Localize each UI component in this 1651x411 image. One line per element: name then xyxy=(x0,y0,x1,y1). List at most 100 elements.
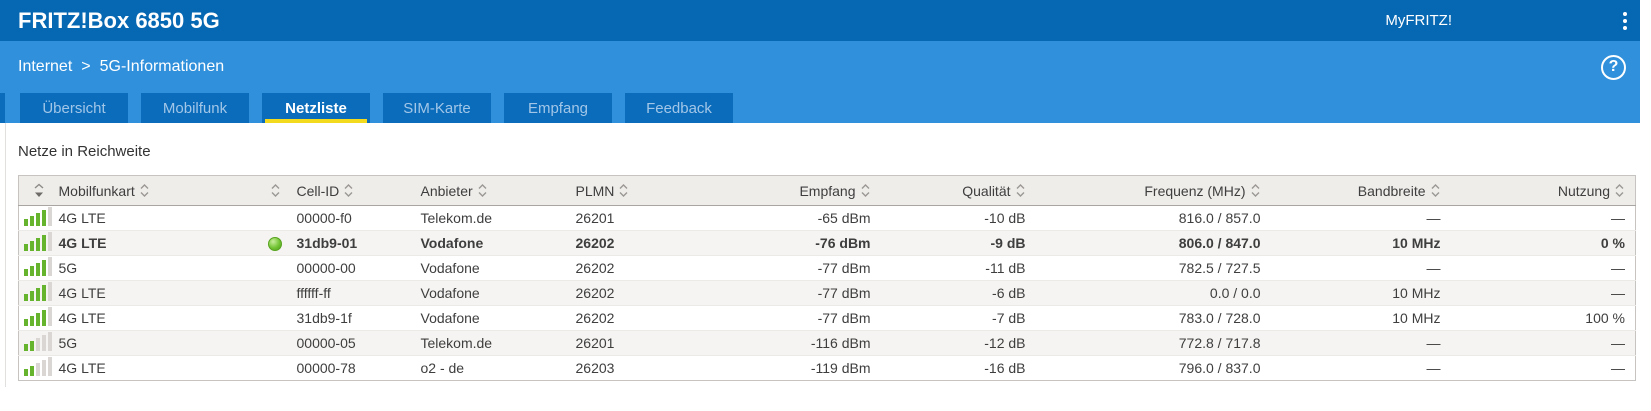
mobilfunkart-cell: 4G LTE xyxy=(58,230,259,256)
signal-cell xyxy=(18,255,59,281)
help-icon[interactable]: ? xyxy=(1601,54,1626,80)
fritzbox-page: FRITZ!Box 6850 5G MyFRITZ! Internet > 5G… xyxy=(0,0,1640,387)
bandbreite-cell: — xyxy=(1270,330,1451,356)
empfang-cell: -77 dBm xyxy=(730,280,881,306)
tab-feedback[interactable]: Feedback xyxy=(625,93,733,123)
signal-cell xyxy=(18,355,59,381)
empfang-cell: -76 dBm xyxy=(730,230,881,256)
tab-netzliste[interactable]: Netzliste xyxy=(262,93,370,123)
column-header-anbieter[interactable]: Anbieter xyxy=(420,175,576,206)
table-row: 4G LTE 00000-78 o2 - de 26203 -119 dBm -16 dB… xyxy=(18,355,1636,381)
connected-cell xyxy=(258,280,291,306)
column-header-cell-id[interactable]: Cell-ID xyxy=(290,175,421,206)
column-header-frequenz[interactable]: Frequenz (MHz) xyxy=(1035,175,1271,206)
sort-icon xyxy=(140,184,149,198)
anbieter-cell: Vodafone xyxy=(420,305,576,331)
column-header-mobilfunkart[interactable]: Mobilfunkart xyxy=(58,175,259,206)
anbieter-cell: Vodafone xyxy=(420,280,576,306)
plmn-cell: 26202 xyxy=(575,280,731,306)
table-row: 4G LTE 31db9-1f Vodafone 26202 -77 dBm -7 dB 7… xyxy=(18,305,1636,331)
signal-cell xyxy=(18,205,59,231)
sort-icon xyxy=(1016,184,1024,198)
sort-icon xyxy=(344,184,353,198)
empfang-cell: -116 dBm xyxy=(730,330,881,356)
signal-cell xyxy=(18,280,59,306)
connected-cell xyxy=(258,305,291,331)
mobilfunkart-cell: 4G LTE xyxy=(58,355,259,381)
kebab-menu-icon[interactable] xyxy=(1619,8,1631,34)
nutzung-cell: — xyxy=(1450,280,1636,306)
connected-cell xyxy=(258,205,291,231)
sort-icon xyxy=(478,184,487,198)
plmn-cell: 26201 xyxy=(575,205,731,231)
frequenz-cell: 806.0 / 847.0 xyxy=(1035,230,1271,256)
breadcrumb-5g-informationen: 5G-Informationen xyxy=(99,58,225,75)
signal-strength-icon xyxy=(24,282,52,301)
bandbreite-cell: 10 MHz xyxy=(1270,280,1451,306)
column-header-connected[interactable] xyxy=(258,175,291,206)
nutzung-cell: — xyxy=(1450,355,1636,381)
nutzung-cell: 0 % xyxy=(1450,230,1636,256)
cell-id-cell: ffffff-ff xyxy=(290,280,421,306)
cell-id-cell: 00000-f0 xyxy=(290,205,421,231)
nutzung-cell: — xyxy=(1450,205,1636,231)
signal-strength-icon xyxy=(24,232,52,251)
sort-icon xyxy=(271,184,279,198)
anbieter-cell: Vodafone xyxy=(420,230,576,256)
plmn-cell: 26202 xyxy=(575,255,731,281)
plmn-cell: 26201 xyxy=(575,330,731,356)
plmn-cell: 26203 xyxy=(575,355,731,381)
qualitaet-cell: -6 dB xyxy=(880,280,1036,306)
connected-cell xyxy=(258,355,291,381)
column-header-empfang[interactable]: Empfang xyxy=(730,175,881,206)
content-area: Netze in Reichweite Mobilfu xyxy=(0,123,1640,387)
signal-cell xyxy=(18,305,59,331)
nutzung-cell: — xyxy=(1450,330,1636,356)
qualitaet-cell: -10 dB xyxy=(880,205,1036,231)
bandbreite-cell: 10 MHz xyxy=(1270,305,1451,331)
plmn-cell: 26202 xyxy=(575,230,731,256)
signal-strength-icon xyxy=(24,307,52,326)
table-row: 4G LTE ffffff-ff Vodafone 26202 -77 dBm -6 dB… xyxy=(18,280,1636,306)
myfritz-link[interactable]: MyFRITZ! xyxy=(1385,12,1452,29)
signal-strength-icon xyxy=(24,207,52,226)
empfang-cell: -119 dBm xyxy=(730,355,881,381)
sort-desc-icon xyxy=(34,183,44,198)
column-header-bandbreite[interactable]: Bandbreite xyxy=(1270,175,1451,206)
breadcrumb-internet[interactable]: Internet xyxy=(18,58,73,75)
column-header-plmn[interactable]: PLMN xyxy=(575,175,731,206)
signal-strength-icon xyxy=(24,357,52,376)
tab-empfang[interactable]: Empfang xyxy=(504,93,612,123)
anbieter-cell: Telekom.de xyxy=(420,330,576,356)
table-row: 5G 00000-05 Telekom.de 26201 -116 dBm -12 dB 7… xyxy=(18,330,1636,356)
signal-cell xyxy=(18,230,59,256)
mobilfunkart-cell: 5G xyxy=(58,330,259,356)
nutzung-cell: 100 % xyxy=(1450,305,1636,331)
column-header-qualitaet[interactable]: Qualität xyxy=(880,175,1036,206)
breadcrumb-separator-icon: > xyxy=(81,58,91,75)
cell-id-cell: 00000-05 xyxy=(290,330,421,356)
page-title: FRITZ!Box 6850 5G xyxy=(18,7,220,33)
sort-signal-column-header[interactable] xyxy=(18,175,59,206)
frequenz-cell: 796.0 / 837.0 xyxy=(1035,355,1271,381)
tab--bersicht[interactable]: Übersicht xyxy=(20,93,128,123)
nutzung-cell: — xyxy=(1450,255,1636,281)
frequenz-cell: 0.0 / 0.0 xyxy=(1035,280,1271,306)
empfang-cell: -77 dBm xyxy=(730,255,881,281)
sort-icon xyxy=(861,184,869,198)
frequenz-cell: 782.5 / 727.5 xyxy=(1035,255,1271,281)
table-row: 4G LTE 00000-f0 Telekom.de 26201 -65 dBm -10 … xyxy=(18,205,1636,231)
bandbreite-cell: — xyxy=(1270,255,1451,281)
sort-icon xyxy=(619,184,628,198)
tab-sim-karte[interactable]: SIM-Karte xyxy=(383,93,491,123)
tab-bar: Übersicht Mobilfunk Netzliste SIM-Karte Empf… xyxy=(0,93,1640,123)
connected-cell xyxy=(258,330,291,356)
table-row: 4G LTE 31db9-01 Vodafone 26202 -76 dBm -9 dB 8… xyxy=(18,230,1636,256)
mobilfunkart-cell: 5G xyxy=(58,255,259,281)
qualitaet-cell: -9 dB xyxy=(880,230,1036,256)
sub-bar: Internet > 5G-Informationen ? Übersicht M… xyxy=(0,41,1640,123)
connected-indicator-icon xyxy=(267,237,282,252)
tab-mobilfunk[interactable]: Mobilfunk xyxy=(141,93,249,123)
column-header-nutzung[interactable]: Nutzung xyxy=(1450,175,1636,206)
signal-cell xyxy=(18,330,59,356)
